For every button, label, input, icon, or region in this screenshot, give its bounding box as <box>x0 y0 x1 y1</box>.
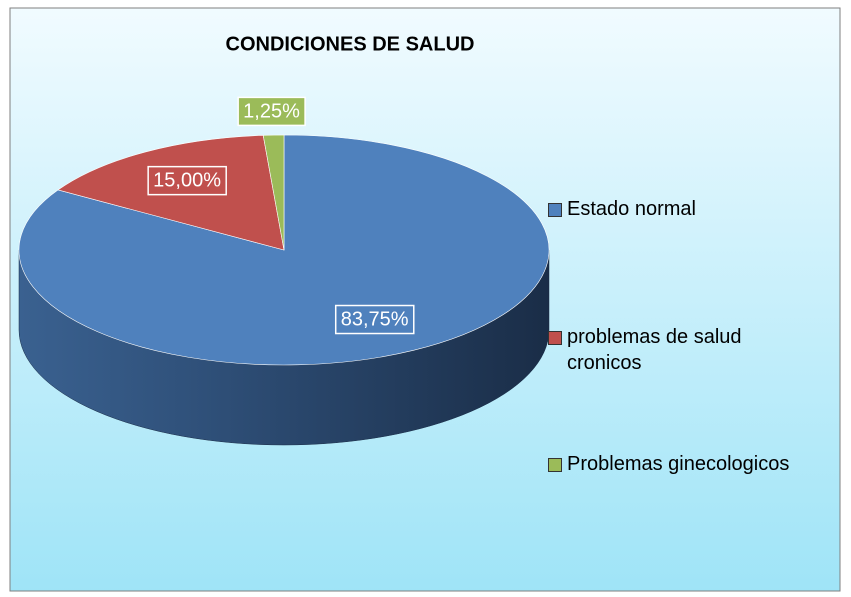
legend-label: Problemas ginecologicos <box>567 453 790 475</box>
data-label: 1,25% <box>243 100 300 122</box>
data-label-box <box>147 165 227 196</box>
pie-slice <box>18 134 550 366</box>
data-label: 83,75% <box>341 309 409 331</box>
legend-item: problemas de salud cronicos <box>548 324 798 376</box>
legend-swatch <box>548 203 562 217</box>
data-label-box <box>334 304 415 335</box>
pie-slice <box>262 134 285 251</box>
data-label-box <box>237 96 306 127</box>
legend-label: Estado normal <box>567 198 696 220</box>
legend-label: problemas de salud cronicos <box>567 326 742 374</box>
legend-swatch <box>548 331 562 345</box>
legend-item: Problemas ginecologicos <box>548 451 798 477</box>
legend-item: Estado normal <box>548 196 798 222</box>
chart-title: CONDICIONES DE SALUD <box>226 33 475 55</box>
legend-swatch <box>548 458 562 472</box>
data-label: 15,00% <box>153 170 221 192</box>
